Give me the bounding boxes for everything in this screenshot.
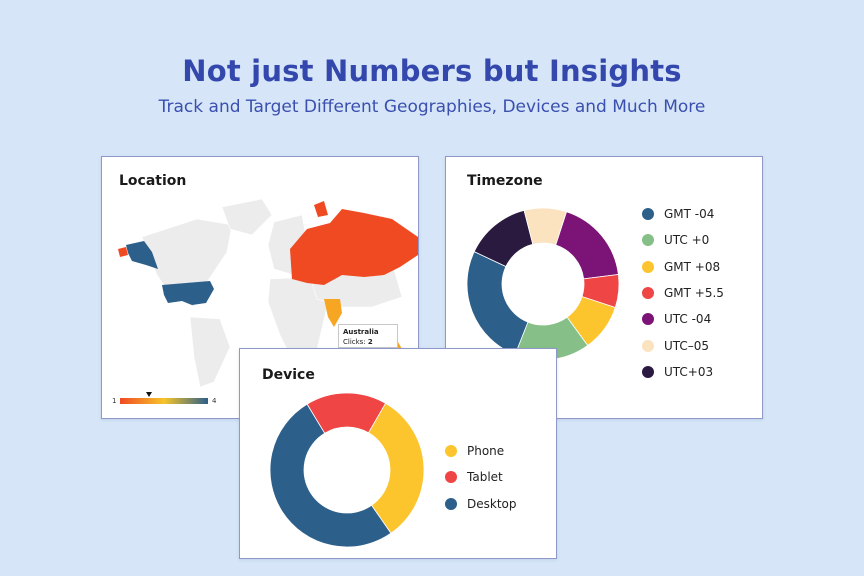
legend-label: Phone <box>467 444 505 459</box>
legend-dot <box>445 445 457 458</box>
legend-label: GMT -04 <box>664 207 715 222</box>
legend-item-utc-05[interactable]: UTC–05 <box>642 332 724 358</box>
legend-label: GMT +08 <box>664 259 721 274</box>
legend-item-gmt-plus08[interactable]: GMT +08 <box>642 254 724 280</box>
tooltip-country: Australia <box>343 328 379 336</box>
tooltip-clicks-value: 2 <box>367 338 373 346</box>
legend-item-gmt-plus5-5[interactable]: GMT +5.5 <box>642 280 724 306</box>
timezone-legend: GMT -04 UTC +0 GMT +08 GMT +5.5 UTC -04 UTC–0… <box>642 201 724 385</box>
map-region-scandinavia <box>314 201 328 217</box>
legend-dot <box>642 208 654 221</box>
legend-dot <box>642 313 654 326</box>
map-land-greenland <box>221 198 273 236</box>
slice-tablet[interactable] <box>306 392 387 434</box>
legend-label: GMT +5.5 <box>664 286 724 301</box>
device-donut-chart[interactable] <box>240 349 558 560</box>
device-title: Device <box>262 367 315 383</box>
legend-item-desktop[interactable]: Desktop <box>445 491 517 517</box>
legend-label: UTC+03 <box>664 364 714 379</box>
location-card: Location 1 4 Australia <box>101 156 419 419</box>
slice-phone[interactable] <box>367 402 425 534</box>
scale-min-label: 1 <box>112 397 117 405</box>
scale-max-label: 4 <box>212 397 217 405</box>
map-region-canada-red <box>118 247 128 257</box>
map-region-india <box>324 299 342 327</box>
slice-desktop[interactable] <box>269 403 392 548</box>
legend-dot <box>642 234 654 247</box>
legend-item-gmt-04[interactable]: GMT -04 <box>642 201 724 227</box>
color-scale-marker-icon <box>146 392 152 397</box>
legend-dot <box>642 365 654 378</box>
timezone-donut-chart[interactable] <box>446 157 764 420</box>
legend-dot <box>445 471 457 484</box>
legend-item-utc-04[interactable]: UTC -04 <box>642 306 724 332</box>
slice-gmt-04[interactable] <box>466 251 529 356</box>
legend-dot <box>642 287 654 300</box>
world-map[interactable] <box>102 157 419 419</box>
tooltip-clicks: Clicks: 2 <box>343 337 393 347</box>
legend-item-phone[interactable]: Phone <box>445 438 517 464</box>
hero-subtitle: Track and Target Different Geographies, … <box>158 97 706 117</box>
legend-item-tablet[interactable]: Tablet <box>445 464 517 490</box>
slice-utc-04[interactable] <box>555 211 619 280</box>
timezone-title: Timezone <box>467 173 543 189</box>
legend-label: UTC–05 <box>664 338 710 353</box>
hero-title: Not just Numbers but Insights <box>182 54 682 88</box>
device-legend: Phone Tablet Desktop <box>445 438 517 517</box>
device-card: Device Phone Tablet Desktop <box>239 348 557 559</box>
slice-utc-05[interactable] <box>523 207 567 246</box>
tooltip-clicks-label: Clicks: <box>343 338 366 346</box>
map-region-usa <box>162 281 214 305</box>
location-title: Location <box>119 173 187 189</box>
legend-label: Tablet <box>467 470 503 485</box>
legend-item-utc-plus0[interactable]: UTC +0 <box>642 227 724 253</box>
legend-dot <box>445 497 457 510</box>
legend-label: Desktop <box>467 496 517 511</box>
legend-item-utcplus03[interactable]: UTC+03 <box>642 359 724 385</box>
color-scale-bar <box>120 398 208 404</box>
legend-label: UTC -04 <box>664 312 712 327</box>
map-region-russia <box>290 209 418 285</box>
legend-label: UTC +0 <box>664 233 710 248</box>
map-region-alaska <box>126 241 158 269</box>
legend-dot <box>642 339 654 352</box>
map-land-south-america <box>189 316 231 388</box>
legend-dot <box>642 260 654 273</box>
map-tooltip: Australia Clicks: 2 <box>338 324 398 348</box>
